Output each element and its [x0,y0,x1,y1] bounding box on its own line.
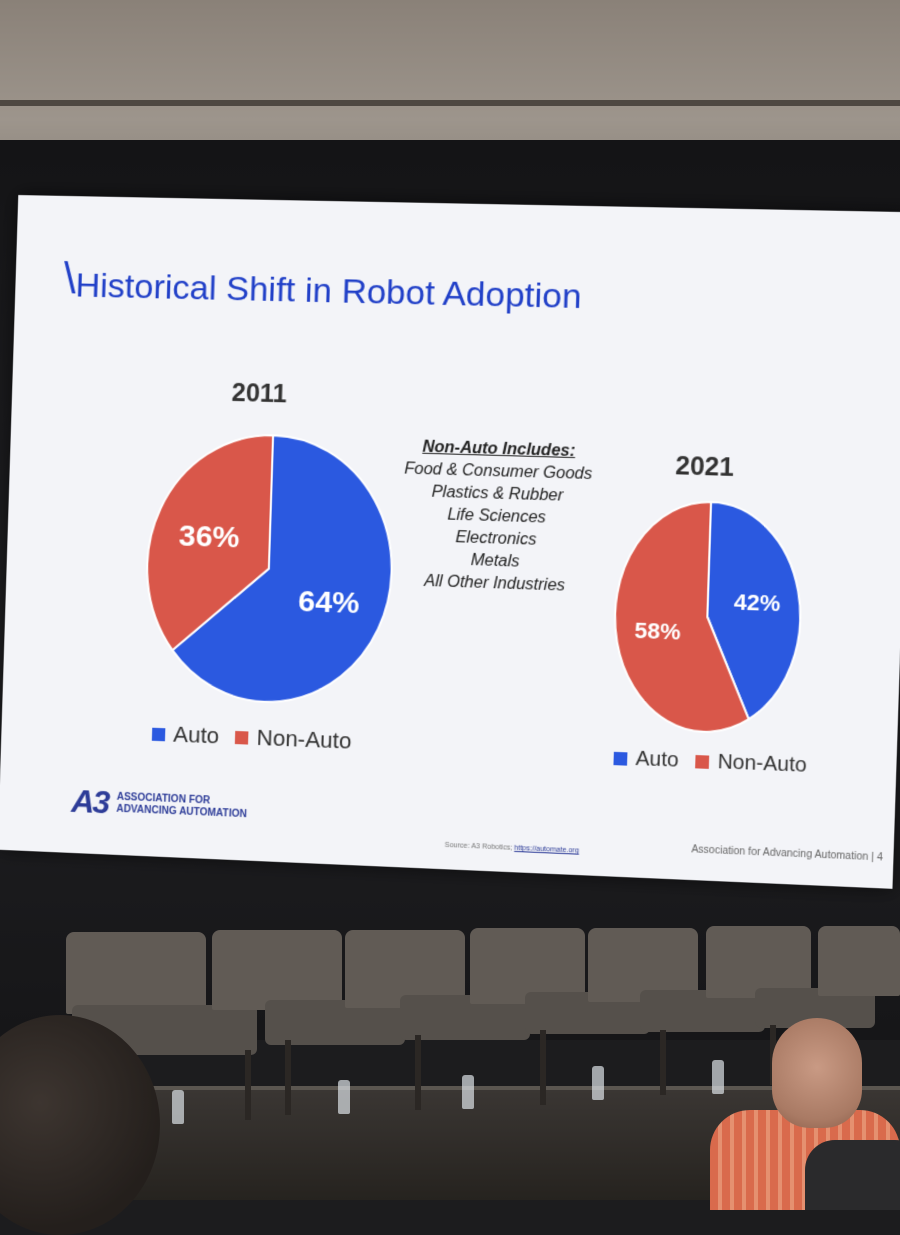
chair [212,930,342,1010]
chair-leg [285,1040,291,1115]
a3-logo: A3 ASSOCIATION FOR ADVANCING AUTOMATION [71,783,248,828]
source-label: Source: A3 Robotics; [445,842,513,852]
non-auto-note: Non-Auto Includes: Food & Consumer Goods… [376,435,619,599]
legend-swatch-non-auto [695,755,709,769]
water-bottle [338,1080,350,1114]
chair-leg [415,1035,421,1110]
legend-label-non-auto: Non-Auto [256,725,352,755]
audience-person-head [772,1018,862,1128]
pie-label-auto: 42% [734,589,781,616]
legend-2021: Auto Non-Auto [613,747,807,778]
pie-chart-2011: 64% 36% [132,429,406,725]
legend-label-auto: Auto [173,722,220,750]
a3-logo-text: ASSOCIATION FOR ADVANCING AUTOMATION [116,791,247,821]
water-bottle [172,1090,184,1124]
pie-label-non-auto: 58% [634,618,681,645]
chair [66,932,206,1014]
chair-leg [245,1050,251,1120]
water-bottle [462,1075,474,1109]
legend-item-auto: Auto [613,747,679,773]
legend-2011: Auto Non-Auto [152,721,352,755]
legend-item-non-auto: Non-Auto [695,750,807,778]
pie-svg-2011: 64% 36% [133,429,407,720]
legend-item-non-auto: Non-Auto [235,724,352,755]
source-note: Source: A3 Robotics; https://automate.or… [445,842,580,855]
chair [818,926,900,996]
source-link[interactable]: https://automate.org [514,845,579,855]
pie-svg-2021: 42% 58% [606,493,814,746]
pie-label-non-auto: 36% [178,519,240,554]
legend-swatch-auto [152,727,166,741]
slide-footer: Association for Advancing Automation | 4 [691,844,883,863]
chart-title-2021: 2021 [675,452,734,483]
legend-swatch-non-auto [235,730,249,744]
pie-chart-2021: 42% 58% [606,493,814,751]
legend-label-auto: Auto [635,748,679,773]
legend-swatch-auto [613,752,627,766]
chair-leg [540,1030,546,1105]
pie-label-auto: 64% [298,585,360,620]
water-bottle [712,1060,724,1094]
slide-title: Historical Shift in Robot Adoption [75,266,582,317]
chart-title-2011: 2011 [231,379,287,410]
chair-leg [660,1030,666,1095]
water-bottle [592,1066,604,1100]
projection-screen: \ Historical Shift in Robot Adoption 201… [0,195,900,889]
a3-logo-mark: A3 [71,783,109,822]
wall-band [0,100,900,106]
logo-line-2: ADVANCING AUTOMATION [116,803,247,820]
legend-item-auto: Auto [152,721,220,750]
legend-label-non-auto: Non-Auto [717,751,807,778]
